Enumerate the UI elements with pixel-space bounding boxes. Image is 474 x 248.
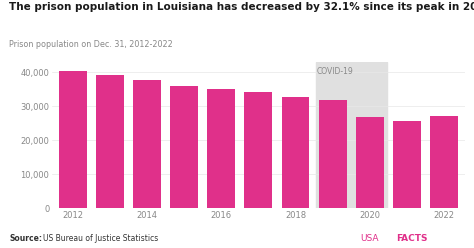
Bar [96,75,124,208]
Bar [282,97,310,208]
Text: US Bureau of Justice Statistics: US Bureau of Justice Statistics [43,234,158,243]
Text: The prison population in Louisiana has decreased by 32.1% since its peak in 2012: The prison population in Louisiana has d… [9,2,474,12]
Bar [133,80,161,208]
Bar [356,118,384,208]
Text: Prison population on Dec. 31, 2012-2022: Prison population on Dec. 31, 2012-2022 [9,40,173,49]
Bar [319,100,346,208]
Text: COVID-19: COVID-19 [317,67,354,76]
Bar [245,92,272,208]
Bar [430,117,458,208]
Bar [170,86,198,208]
Text: FACTS: FACTS [396,234,427,243]
Text: USA: USA [360,234,379,243]
Bar [393,121,421,208]
Bar [59,71,86,208]
Text: Source:: Source: [9,234,43,243]
Bar [207,89,235,208]
Bar [316,62,387,208]
